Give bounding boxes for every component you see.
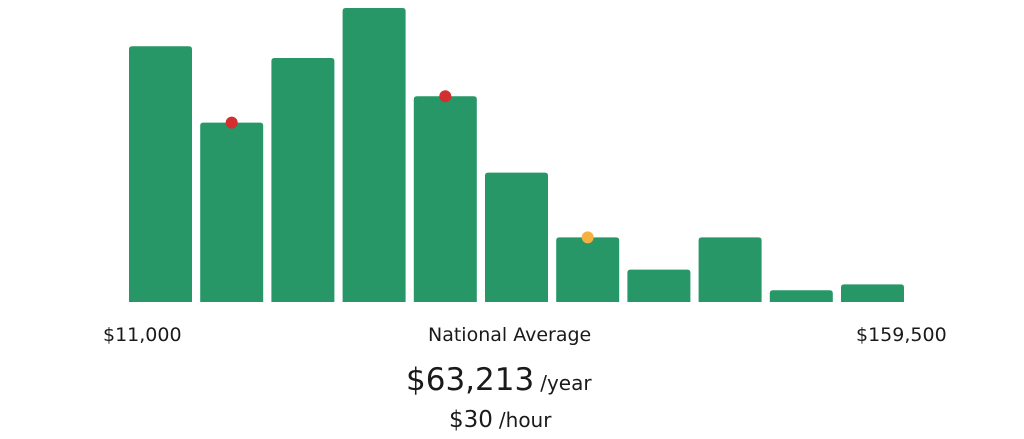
yearly-unit: /year — [540, 371, 592, 395]
salary-marker-dot — [225, 116, 238, 129]
salary-marker-dot — [439, 90, 452, 103]
histogram-bar — [627, 269, 691, 302]
min-salary-label: $11,000 — [103, 324, 182, 346]
histogram-bar — [698, 237, 762, 302]
histogram-bar — [342, 8, 406, 302]
national-average-label: National Average — [428, 324, 592, 346]
histogram-bar — [129, 46, 192, 302]
histogram-bar — [485, 172, 548, 302]
hourly-unit: /hour — [498, 408, 552, 432]
histogram-bar — [556, 237, 620, 302]
salary-histogram — [129, 8, 904, 303]
max-salary-label: $159,500 — [856, 324, 947, 346]
yearly-salary: $63,213/year — [406, 362, 592, 398]
yearly-value: $63,213 — [406, 362, 535, 398]
histogram-bar — [271, 57, 335, 303]
hourly-value: $30 — [449, 407, 493, 433]
salary-marker-dot — [581, 231, 594, 244]
histogram-bar — [413, 96, 477, 302]
histogram-bar — [200, 122, 264, 302]
histogram-bar — [841, 284, 904, 302]
hourly-salary: $30/hour — [449, 407, 551, 433]
histogram-bar — [769, 290, 833, 302]
